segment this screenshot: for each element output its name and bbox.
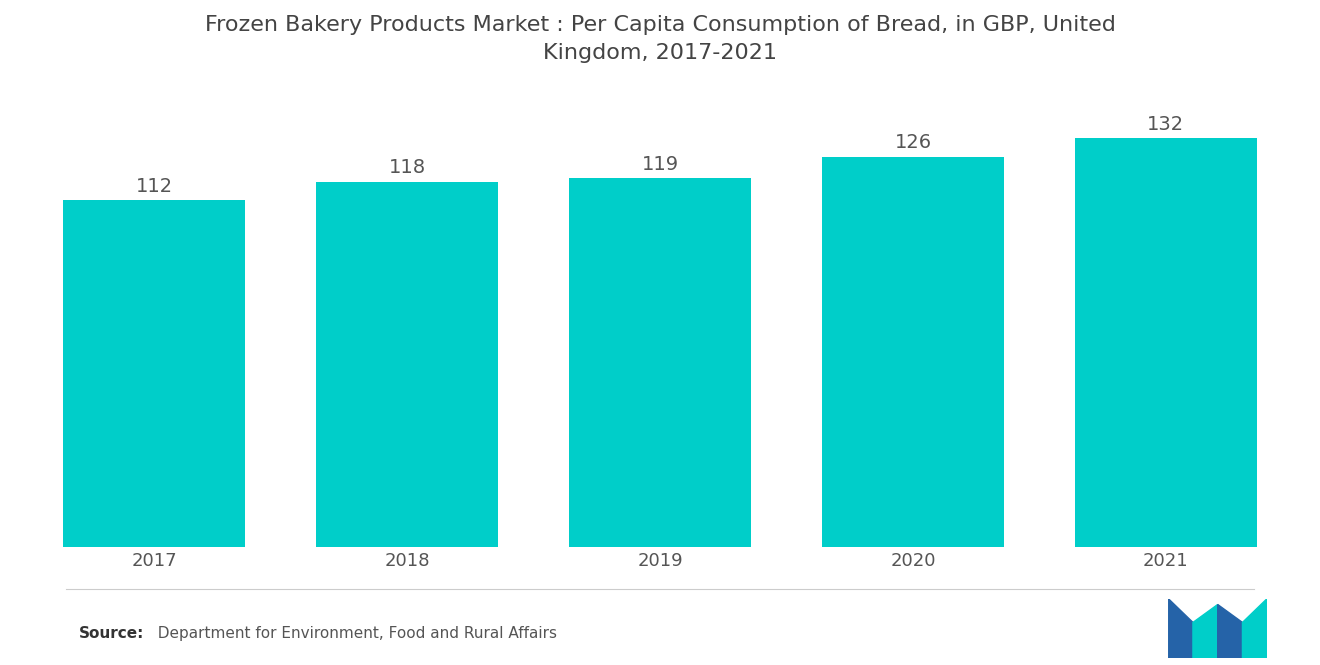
Polygon shape: [1193, 604, 1217, 658]
Text: 119: 119: [642, 155, 678, 174]
Text: 118: 118: [388, 158, 425, 177]
Text: 126: 126: [895, 133, 932, 152]
Text: Department for Environment, Food and Rural Affairs: Department for Environment, Food and Rur…: [148, 626, 557, 642]
Polygon shape: [1242, 598, 1267, 658]
Bar: [63, 200, 246, 547]
Bar: [569, 178, 751, 547]
Bar: [315, 182, 498, 547]
Bar: [1074, 138, 1257, 547]
Text: Source:: Source:: [79, 626, 145, 642]
Polygon shape: [1168, 598, 1193, 658]
Text: 132: 132: [1147, 114, 1184, 134]
Bar: [822, 157, 1005, 547]
Polygon shape: [1217, 604, 1242, 658]
Title: Frozen Bakery Products Market : Per Capita Consumption of Bread, in GBP, United
: Frozen Bakery Products Market : Per Capi…: [205, 15, 1115, 63]
Text: 112: 112: [136, 176, 173, 196]
